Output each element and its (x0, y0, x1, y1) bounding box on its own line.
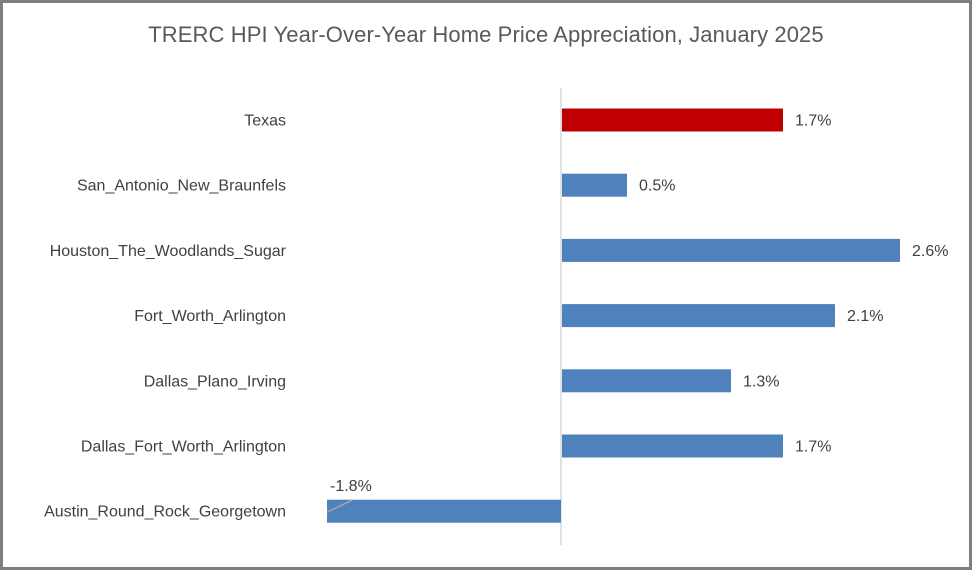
category-label: Dallas_Plano_Irving (144, 373, 286, 390)
bar-fort-worth-arlington (562, 304, 835, 328)
data-label: 2.6% (912, 243, 948, 260)
bar-dallas-fort-worth-arlington (562, 434, 783, 458)
category-label: Houston_The_Woodlands_Sugar (50, 243, 287, 260)
chart-title: TRERC HPI Year-Over-Year Home Price Appr… (148, 22, 824, 47)
data-label: 1.7% (795, 439, 831, 456)
data-label: 2.1% (847, 308, 883, 325)
category-label: Dallas_Fort_Worth_Arlington (81, 439, 286, 456)
bar-san-antonio-new-braunfels (562, 173, 627, 197)
bar-houston-the-woodlands-sugar (562, 238, 900, 262)
data-label-leader-line (326, 499, 353, 513)
data-label: 1.7% (795, 113, 831, 130)
data-label: 0.5% (639, 178, 675, 195)
bar-dallas-plano-irving (562, 369, 731, 393)
category-label: Austin_Round_Rock_Georgetown (44, 504, 286, 521)
category-label: San_Antonio_New_Braunfels (77, 178, 286, 195)
bar-austin-round-rock-georgetown (327, 499, 561, 523)
category-label: Fort_Worth_Arlington (134, 308, 286, 325)
bar-texas (562, 108, 783, 132)
data-label: -1.8% (330, 478, 372, 495)
data-label: 1.3% (743, 373, 779, 390)
category-label: Texas (244, 113, 286, 130)
